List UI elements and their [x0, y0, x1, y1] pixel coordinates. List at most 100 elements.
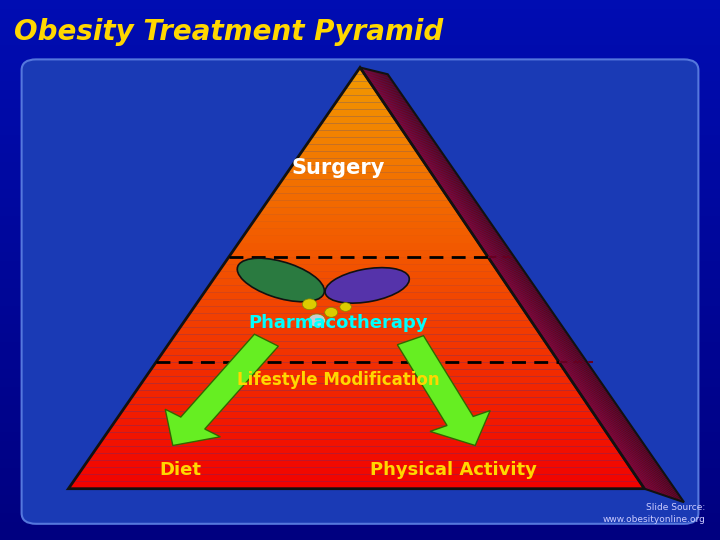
Polygon shape	[377, 71, 670, 497]
Polygon shape	[68, 482, 644, 489]
Bar	[0, 180, 720, 189]
Text: Obesity Treatment Pyramid: Obesity Treatment Pyramid	[14, 18, 444, 46]
Bar	[0, 378, 720, 387]
Polygon shape	[311, 131, 408, 138]
Ellipse shape	[238, 258, 324, 302]
Bar	[0, 108, 720, 117]
Polygon shape	[374, 71, 666, 496]
Bar	[0, 513, 720, 522]
Polygon shape	[185, 313, 531, 320]
Bar	[0, 405, 720, 414]
Polygon shape	[385, 73, 682, 502]
Bar	[0, 81, 720, 90]
Polygon shape	[180, 320, 536, 327]
Bar	[0, 54, 720, 63]
Polygon shape	[224, 257, 492, 264]
Text: Lifestyle Modification: Lifestyle Modification	[237, 370, 440, 389]
Text: Physical Activity: Physical Activity	[370, 461, 537, 479]
Polygon shape	[112, 418, 602, 426]
Bar	[0, 306, 720, 315]
Bar	[0, 27, 720, 36]
Bar	[0, 144, 720, 153]
Text: Diet: Diet	[159, 461, 201, 479]
Polygon shape	[326, 110, 393, 117]
Polygon shape	[346, 82, 374, 89]
Polygon shape	[361, 68, 649, 490]
Text: Surgery: Surgery	[292, 158, 385, 178]
Polygon shape	[127, 397, 588, 404]
Polygon shape	[277, 180, 441, 187]
Polygon shape	[190, 306, 526, 313]
Polygon shape	[384, 73, 680, 501]
Polygon shape	[336, 96, 384, 103]
Polygon shape	[350, 75, 369, 82]
Polygon shape	[233, 243, 483, 250]
Text: Pharmacotherapy: Pharmacotherapy	[248, 314, 428, 332]
Bar	[0, 441, 720, 450]
Polygon shape	[316, 124, 402, 131]
Bar	[0, 459, 720, 468]
Polygon shape	[176, 327, 540, 334]
FancyBboxPatch shape	[22, 59, 698, 524]
Polygon shape	[88, 454, 626, 461]
Polygon shape	[73, 475, 639, 482]
Polygon shape	[387, 74, 684, 502]
Polygon shape	[258, 208, 459, 215]
Polygon shape	[136, 383, 578, 390]
Bar	[0, 450, 720, 459]
Bar	[0, 189, 720, 198]
Polygon shape	[371, 70, 662, 495]
Polygon shape	[369, 70, 660, 494]
Polygon shape	[78, 468, 635, 475]
Polygon shape	[243, 229, 474, 236]
Polygon shape	[302, 145, 417, 152]
Bar	[0, 495, 720, 504]
Bar	[0, 63, 720, 72]
Bar	[0, 216, 720, 225]
Bar	[0, 252, 720, 261]
Bar	[0, 207, 720, 216]
Polygon shape	[367, 69, 657, 492]
Bar	[0, 162, 720, 171]
Polygon shape	[83, 461, 630, 468]
Bar	[0, 468, 720, 477]
Polygon shape	[378, 72, 672, 498]
Polygon shape	[210, 278, 507, 285]
Polygon shape	[219, 264, 498, 271]
Polygon shape	[366, 69, 654, 492]
Bar	[0, 423, 720, 432]
Polygon shape	[272, 187, 445, 194]
Polygon shape	[248, 222, 469, 229]
Polygon shape	[229, 250, 488, 257]
Polygon shape	[171, 334, 545, 341]
Bar	[0, 504, 720, 513]
Bar	[0, 198, 720, 207]
Polygon shape	[369, 70, 658, 494]
Polygon shape	[292, 159, 426, 166]
Bar	[0, 333, 720, 342]
Ellipse shape	[340, 302, 351, 311]
Polygon shape	[372, 71, 665, 496]
Bar	[0, 315, 720, 324]
Polygon shape	[165, 334, 279, 446]
Bar	[0, 522, 720, 531]
Polygon shape	[141, 376, 573, 383]
Polygon shape	[297, 152, 422, 159]
Polygon shape	[151, 362, 564, 369]
Polygon shape	[194, 299, 521, 306]
Polygon shape	[341, 89, 379, 96]
Bar	[0, 387, 720, 396]
Bar	[0, 90, 720, 99]
Bar	[0, 36, 720, 45]
Bar	[0, 18, 720, 27]
Ellipse shape	[325, 308, 338, 317]
Bar	[0, 45, 720, 54]
Bar	[0, 432, 720, 441]
Bar	[0, 234, 720, 243]
Polygon shape	[381, 72, 676, 500]
Bar	[0, 171, 720, 180]
Polygon shape	[330, 103, 389, 110]
Ellipse shape	[325, 268, 409, 303]
Bar	[0, 279, 720, 288]
Polygon shape	[146, 369, 569, 376]
